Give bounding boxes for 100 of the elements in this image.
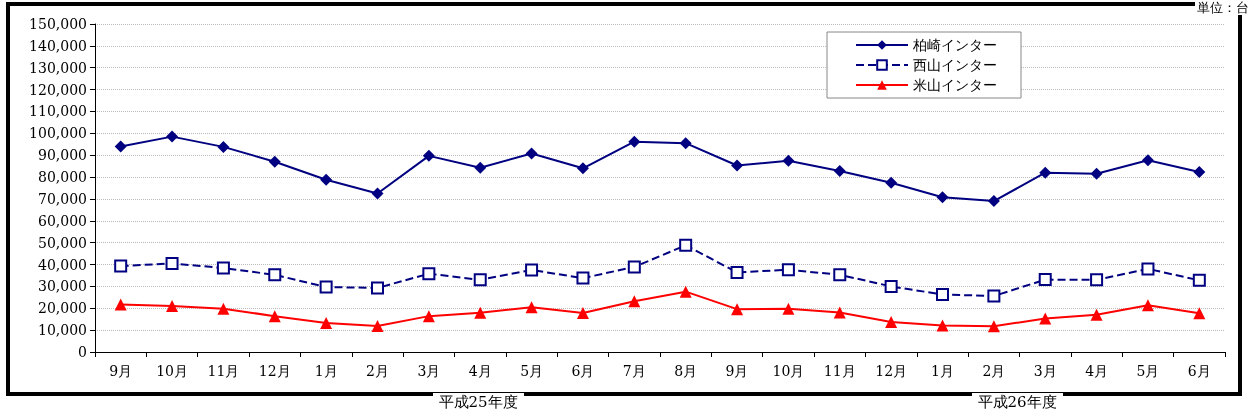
x-tick-label: 2月 [366,363,389,379]
x-tick-label: 4月 [468,363,492,379]
point [422,267,436,281]
point [371,319,384,332]
point [1090,308,1103,321]
point [320,316,333,329]
x-tick-label: 8月 [674,363,698,379]
point [679,285,692,298]
point [1039,312,1052,325]
point [731,303,744,316]
x-tick-label: 3月 [1033,363,1057,379]
point [1141,262,1155,276]
point [1141,299,1154,312]
point [525,301,538,314]
point [371,281,384,295]
point [320,173,333,186]
point [627,260,641,274]
point [1192,273,1206,287]
point [936,287,949,301]
point [576,162,589,175]
point [1141,154,1154,167]
point [422,149,435,162]
x-tick-label: 9月 [109,363,133,379]
point [216,261,230,275]
x-tick-label: 9月 [725,363,749,379]
x-tick-label: 5月 [1136,363,1160,379]
point [525,147,538,160]
point [576,271,590,285]
point [885,316,898,329]
point [884,279,898,293]
point [1038,273,1052,287]
point [1193,166,1206,179]
point [217,140,230,153]
point [781,263,795,277]
point [833,164,846,177]
x-tick-label: 11月 [207,363,240,379]
point [936,191,949,204]
point [474,306,487,319]
point [936,319,949,332]
point [782,302,795,315]
point [628,295,641,308]
point [987,320,1000,333]
point [114,140,127,153]
point [268,155,281,168]
point [525,263,539,277]
x-tick-label: 11月 [823,363,856,379]
x-tick-label: 1月 [931,363,954,379]
point [1090,167,1103,180]
x-tick-label: 2月 [982,363,1006,379]
x-tick-label: 7月 [622,363,646,379]
point [166,300,179,313]
point [114,259,128,273]
y-tick-label: 130,000 [29,59,87,76]
point [217,302,230,315]
x-tick-label: 1月 [314,363,338,379]
point [987,289,1001,303]
point [782,154,795,167]
point [319,280,333,294]
point [474,161,487,174]
text: 単位：台 [1195,0,1251,15]
point [833,268,847,282]
point [885,176,898,189]
point [1193,307,1206,320]
point [730,265,744,279]
text: 平成26年度 [971,393,1063,411]
point [628,135,641,148]
point [166,130,179,143]
x-tick-label: 10月 [772,363,805,379]
point [731,159,744,172]
y-tick-label: 50,000 [38,234,87,251]
x-tick-label: 3月 [417,363,441,379]
point [833,306,846,319]
point [268,268,282,282]
x-tick-label: 10月 [156,363,188,379]
y-tick-label: 150,000 [29,16,87,32]
point [268,310,281,323]
point [114,298,127,311]
x-tick-label: 5月 [520,363,544,379]
legend-label: 柏崎インター [912,37,997,53]
x-tick-label: 4月 [1085,363,1109,379]
point [473,273,487,287]
y-tick-label: 140,000 [29,37,87,54]
x-tick-label: 12月 [258,363,291,379]
point [679,238,693,252]
y-tick-label: 20,000 [38,300,87,317]
point [422,310,435,323]
legend-label: 西山インター [913,57,997,73]
y-tick-label: 110,000 [29,103,87,120]
point [165,256,179,270]
y-tick-label: 80,000 [38,169,87,186]
y-tick-label: 70,000 [38,190,87,207]
x-tick-label: 6月 [1187,363,1211,379]
text: 平成25年度 [432,393,524,411]
legend-label: 米山インター [913,77,997,93]
point [371,187,384,200]
point [987,195,1000,208]
x-tick-label: 6月 [571,363,595,379]
point [1039,166,1052,179]
x-tick-label: 12月 [875,363,908,379]
point [576,307,589,320]
